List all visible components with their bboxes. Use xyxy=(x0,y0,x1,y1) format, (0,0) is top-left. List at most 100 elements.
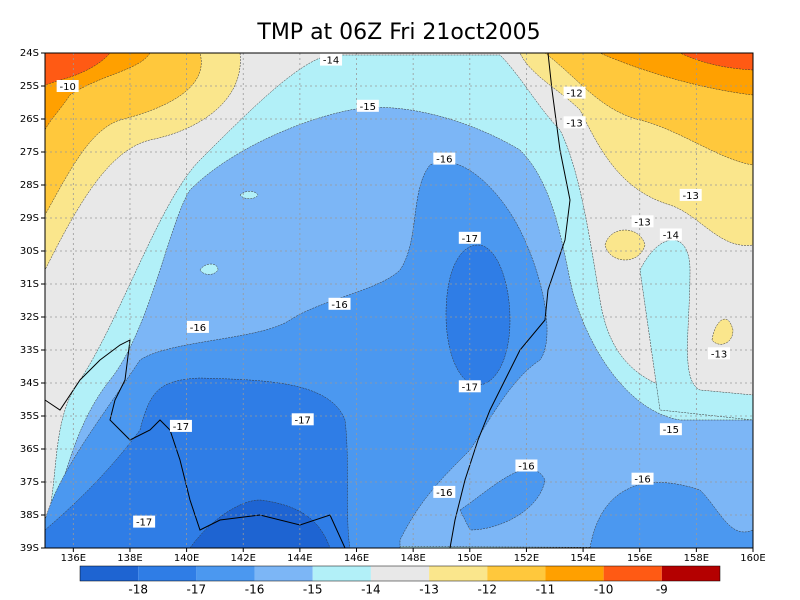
coastline xyxy=(449,52,571,549)
contour-label-bg xyxy=(328,297,351,310)
contour-label: -16 xyxy=(436,488,452,499)
colorbar-swatch xyxy=(661,566,720,581)
contour-label: -13 xyxy=(711,349,727,360)
coastline xyxy=(44,339,346,549)
colorbar-swatch xyxy=(254,566,313,581)
y-tick-label: 27S xyxy=(20,147,39,158)
contour-label-bg xyxy=(659,228,682,241)
contour-label: -12 xyxy=(566,89,582,100)
contour-region xyxy=(239,191,259,199)
contour-label-bg xyxy=(458,380,481,393)
contour-label: -17 xyxy=(462,382,478,393)
contour-label-bg xyxy=(631,215,654,228)
contour-label: -14 xyxy=(323,56,339,67)
contour-label-bg xyxy=(631,472,654,485)
contour-label-bg xyxy=(659,423,682,436)
contour-label: -10 xyxy=(59,82,75,93)
contour-label: -14 xyxy=(663,231,679,242)
contour-label-bg xyxy=(320,53,343,66)
contour-label: -13 xyxy=(634,217,650,228)
contour-region xyxy=(639,239,754,421)
colorbar-swatch xyxy=(545,566,604,581)
x-tick-label: 156E xyxy=(627,553,652,564)
y-tick-label: 34S xyxy=(20,378,39,389)
contour-label: -16 xyxy=(518,462,534,473)
y-tick-label: 25S xyxy=(20,81,39,92)
contour-label: -15 xyxy=(360,102,376,113)
contour-label: -16 xyxy=(436,155,452,166)
x-tick-label: 142E xyxy=(231,553,256,564)
y-tick-label: 29S xyxy=(20,213,39,224)
colorbar-frame xyxy=(79,565,721,582)
contour-region xyxy=(44,52,202,216)
colorbar-label: -16 xyxy=(245,583,265,597)
colorbar-swatch xyxy=(429,566,488,581)
contour-label-bg xyxy=(133,515,156,528)
contour-label: -16 xyxy=(634,475,650,486)
colorbar-label: -15 xyxy=(303,583,323,597)
y-tick-label: 38S xyxy=(20,510,39,521)
labels: 136E 138E 140E 142E 144E 146E 148E 150E 152E 154E… xyxy=(20,48,766,597)
y-tick-label: 30S xyxy=(20,246,39,257)
contour-label-bg xyxy=(186,320,209,333)
contour-label-bg xyxy=(433,485,456,498)
x-tick-label: 138E xyxy=(117,553,142,564)
x-tick-label: 140E xyxy=(174,553,199,564)
colorbar-label: -12 xyxy=(477,583,497,597)
colorbar-swatch xyxy=(370,566,430,581)
contour-label: -17 xyxy=(462,234,478,245)
contour-label-bg xyxy=(563,86,586,99)
colorbar-swatch xyxy=(603,566,662,581)
contour-label: -13 xyxy=(683,191,699,202)
colorbar-swatch xyxy=(138,566,197,581)
x-tick-label: 152E xyxy=(514,553,539,564)
colorbar-label: -13 xyxy=(419,583,439,597)
colorbar-label: -18 xyxy=(128,583,148,597)
x-tick-label: 146E xyxy=(344,553,369,564)
contour-label-bg xyxy=(458,231,481,244)
y-tick-label: 24S xyxy=(20,48,39,59)
contour-label-bg xyxy=(433,152,456,165)
colorbar-label: -11 xyxy=(536,583,556,597)
contour-label: -16 xyxy=(190,323,206,334)
contour-label: -13 xyxy=(566,118,582,129)
colorbar-label: -9 xyxy=(656,583,668,597)
contour-region xyxy=(199,263,219,275)
x-tick-label: 160E xyxy=(740,553,765,564)
contour-label-bg xyxy=(169,419,192,432)
y-tick-label: 31S xyxy=(20,279,39,290)
contour-label-bg xyxy=(679,188,702,201)
map-title: TMP at 06Z Fri 21oct2005 xyxy=(256,20,540,45)
contour-label: -17 xyxy=(295,415,311,426)
colorbar-swatch xyxy=(196,566,255,581)
colorbar-label: -14 xyxy=(361,583,381,597)
contour-label: -17 xyxy=(136,518,152,529)
colorbar-swatch xyxy=(80,566,139,581)
contour-label-bg xyxy=(515,459,538,472)
x-tick-label: 148E xyxy=(400,553,425,564)
contour-region xyxy=(711,318,734,345)
contour-label: -15 xyxy=(663,425,679,436)
map-frame xyxy=(44,52,754,549)
contour-label-bg xyxy=(356,99,379,112)
x-tick-label: 144E xyxy=(287,553,312,564)
x-tick-label: 150E xyxy=(457,553,482,564)
contour-label-bg xyxy=(56,80,79,92)
contour-region xyxy=(604,229,646,261)
contour-fills xyxy=(44,52,754,549)
x-tick-label: 136E xyxy=(61,553,86,564)
contour-label-bg xyxy=(291,413,314,426)
y-tick-label: 36S xyxy=(20,444,39,455)
contour-label-bg xyxy=(708,347,731,360)
x-tick-label: 158E xyxy=(684,553,709,564)
y-tick-label: 28S xyxy=(20,180,39,191)
contour-label-bg xyxy=(563,116,586,129)
y-tick-label: 26S xyxy=(20,114,39,125)
contour-label: -16 xyxy=(331,300,347,311)
contour-region xyxy=(44,52,111,86)
y-tick-label: 37S xyxy=(20,477,39,488)
colorbar-swatch xyxy=(487,566,546,581)
y-tick-label: 39S xyxy=(20,543,39,554)
colorbar-label: -17 xyxy=(187,583,207,597)
